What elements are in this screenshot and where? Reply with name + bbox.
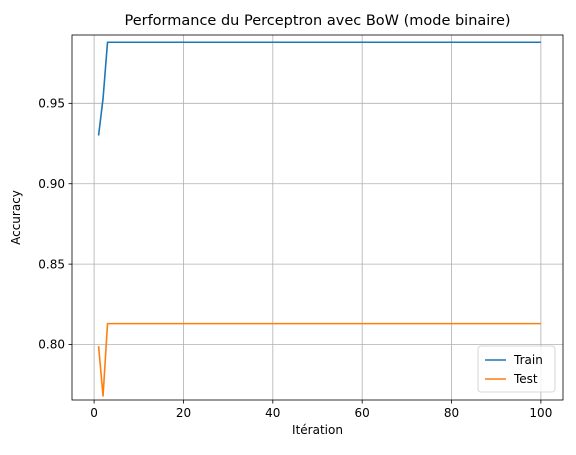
legend-label: Train: [513, 353, 543, 367]
y-tick-label: 0.95: [38, 97, 65, 111]
x-tick-label: 20: [176, 406, 191, 420]
y-axis-label: Accuracy: [9, 190, 23, 245]
y-tick-label: 0.90: [38, 177, 65, 191]
y-tick-label: 0.80: [38, 338, 65, 352]
x-tick-label: 0: [90, 406, 98, 420]
x-tick-label: 40: [265, 406, 280, 420]
legend-label: Test: [513, 372, 538, 386]
y-tick-label: 0.85: [38, 257, 65, 271]
x-axis-label: Itération: [292, 423, 343, 437]
chart-title: Performance du Perceptron avec BoW (mode…: [124, 13, 510, 29]
legend: Train Test: [478, 346, 555, 392]
x-tick-label: 100: [529, 406, 552, 420]
x-tick-label: 80: [444, 406, 459, 420]
x-tick-label: 60: [355, 406, 370, 420]
